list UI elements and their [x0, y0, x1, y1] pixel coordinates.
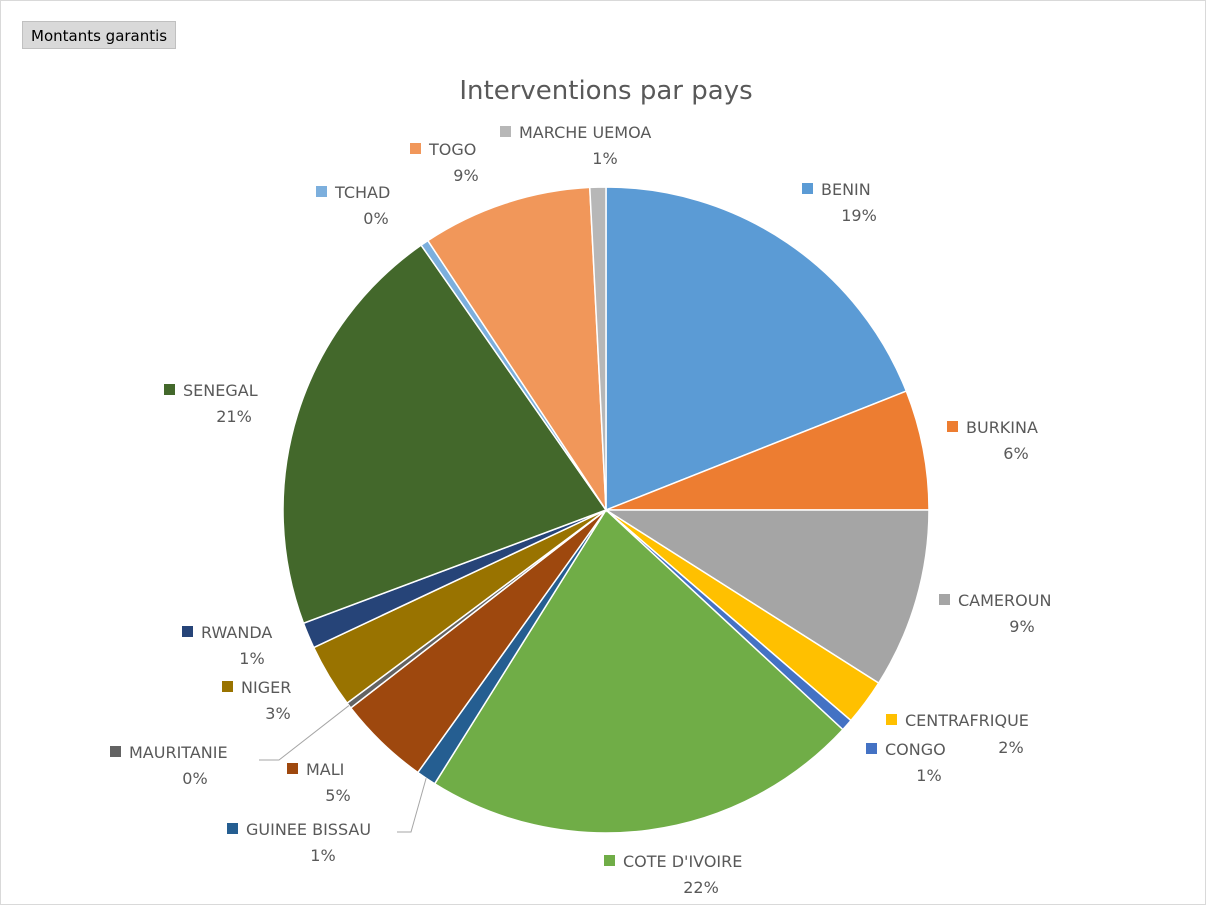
label-marker-mauritanie	[110, 746, 121, 757]
label-percent-senegal: 21%	[216, 407, 252, 426]
label-name-congo: CONGO	[885, 740, 946, 759]
leader-line-mauritanie	[259, 705, 350, 761]
label-marker-tchad	[316, 186, 327, 197]
label-name-burkina: BURKINA	[966, 418, 1038, 437]
slice-cote-d-ivoire[interactable]	[433, 508, 844, 834]
label-percent-togo: 9%	[453, 166, 478, 185]
label-marker-mali	[287, 763, 298, 774]
label-marker-cote-d-ivoire	[604, 855, 615, 866]
data-labels: BENIN 19% BURKINA 6% CAMEROUN 9% CENTRAFRIQUE 2…	[110, 123, 1051, 897]
label-marker-marche-uemoa	[500, 126, 511, 137]
label-name-niger: NIGER	[241, 678, 291, 697]
label-name-togo: TOGO	[428, 140, 476, 159]
label-name-mali: MALI	[306, 760, 344, 779]
label-name-mauritanie: MAURITANIE	[129, 743, 228, 762]
label-marker-niger	[222, 681, 233, 692]
label-name-cameroun: CAMEROUN	[958, 591, 1051, 610]
label-marker-senegal	[164, 384, 175, 395]
label-percent-guinee-bissau: 1%	[310, 846, 335, 865]
label-name-tchad: TCHAD	[334, 183, 390, 202]
label-percent-burkina: 6%	[1003, 444, 1028, 463]
label-marker-centrafrique	[886, 714, 897, 725]
label-name-rwanda: RWANDA	[201, 623, 272, 642]
slice-benin[interactable]	[605, 186, 908, 512]
slice-senegal[interactable]	[282, 244, 608, 625]
label-percent-benin: 19%	[841, 206, 877, 225]
label-marker-guinee-bissau	[227, 823, 238, 834]
slice-burkina[interactable]	[605, 390, 930, 511]
label-percent-tchad: 0%	[363, 209, 388, 228]
slice-cameroun[interactable]	[603, 509, 930, 685]
label-percent-marche-uemoa: 1%	[592, 149, 617, 168]
label-name-cote-d-ivoire: COTE D'IVOIRE	[623, 852, 742, 871]
label-name-senegal: SENEGAL	[183, 381, 258, 400]
label-percent-cote-d-ivoire: 22%	[683, 878, 719, 897]
label-percent-rwanda: 1%	[239, 649, 264, 668]
label-percent-cameroun: 9%	[1009, 617, 1034, 636]
label-marker-rwanda	[182, 626, 193, 637]
pie-slices	[282, 186, 930, 834]
label-marker-burkina	[947, 421, 958, 432]
label-name-marche-uemoa: MARCHE UEMOA	[519, 123, 651, 142]
chart-title: Interventions par pays	[459, 76, 752, 106]
slice-marche-uemoa[interactable]	[588, 186, 607, 511]
slice-togo[interactable]	[426, 186, 607, 513]
label-name-guinee-bissau: GUINEE BISSAU	[246, 820, 371, 839]
label-name-centrafrique: CENTRAFRIQUE	[905, 711, 1029, 730]
label-marker-benin	[802, 183, 813, 194]
label-marker-congo	[866, 743, 877, 754]
label-percent-mauritanie: 0%	[182, 769, 207, 788]
label-percent-centrafrique: 2%	[998, 738, 1023, 757]
label-percent-congo: 1%	[916, 766, 941, 785]
field-button[interactable]: Montants garantis	[22, 21, 177, 49]
leader-lines	[259, 705, 427, 833]
label-percent-mali: 5%	[325, 786, 350, 805]
label-name-benin: BENIN	[821, 180, 871, 199]
label-marker-cameroun	[939, 594, 950, 605]
label-marker-togo	[410, 143, 421, 154]
leader-line-guinee-bissau	[397, 778, 427, 833]
label-percent-niger: 3%	[265, 704, 290, 723]
